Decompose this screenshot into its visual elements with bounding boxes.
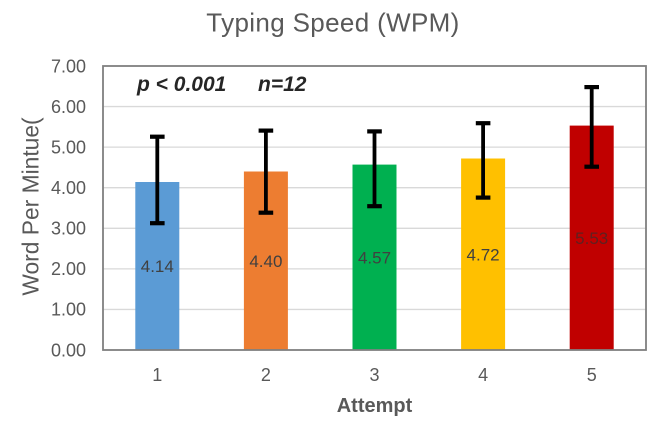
svg-text:4.14: 4.14 — [141, 257, 174, 276]
svg-text:3: 3 — [369, 365, 379, 385]
svg-text:4.57: 4.57 — [358, 248, 391, 267]
svg-text:Word Per Mintue(: Word Per Mintue( — [18, 117, 44, 296]
svg-text:3.00: 3.00 — [51, 219, 86, 239]
svg-text:5.53: 5.53 — [575, 229, 608, 248]
svg-text:5: 5 — [587, 365, 597, 385]
svg-text:7.00: 7.00 — [51, 56, 86, 76]
svg-text:2.00: 2.00 — [51, 259, 86, 279]
svg-text:n=12: n=12 — [258, 73, 307, 96]
svg-text:4.72: 4.72 — [467, 245, 500, 264]
svg-text:Attempt: Attempt — [337, 395, 413, 417]
svg-text:p < 0.001: p < 0.001 — [136, 73, 226, 96]
svg-text:4.40: 4.40 — [249, 252, 282, 271]
svg-text:6.00: 6.00 — [51, 97, 86, 117]
svg-text:4.00: 4.00 — [51, 178, 86, 198]
svg-text:4: 4 — [478, 365, 488, 385]
svg-text:5.00: 5.00 — [51, 137, 86, 157]
svg-text:1.00: 1.00 — [51, 300, 86, 320]
svg-text:1: 1 — [152, 365, 162, 385]
svg-text:0.00: 0.00 — [51, 340, 86, 360]
svg-text:2: 2 — [261, 365, 271, 385]
svg-text:Typing Speed (WPM): Typing Speed (WPM) — [206, 8, 459, 38]
